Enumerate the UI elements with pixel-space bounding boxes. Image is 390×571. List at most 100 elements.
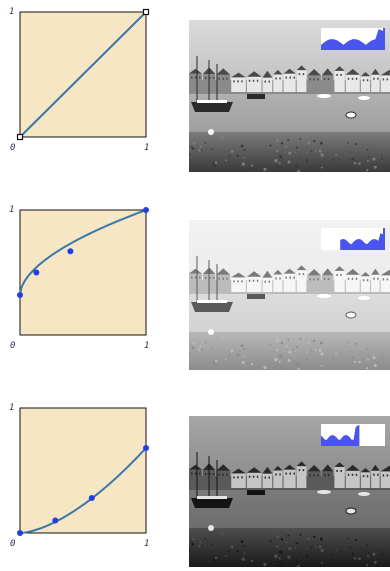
- window: [218, 473, 220, 476]
- moored-boat: [358, 492, 370, 496]
- pebble: [320, 341, 323, 345]
- roof: [371, 464, 380, 471]
- y-max-label: 1: [9, 7, 14, 17]
- pebble: [294, 350, 296, 353]
- pebble: [312, 536, 315, 538]
- pebble: [366, 367, 369, 370]
- pebble: [368, 552, 370, 554]
- pebble: [276, 560, 279, 563]
- pebble: [249, 365, 252, 369]
- pebble: [189, 548, 191, 552]
- pebble: [295, 542, 298, 545]
- pebble: [228, 550, 231, 553]
- control-point[interactable]: [17, 530, 23, 536]
- house: [334, 70, 345, 92]
- roof: [273, 269, 283, 275]
- window: [191, 76, 193, 79]
- pebble: [210, 347, 213, 350]
- pebble: [279, 354, 283, 358]
- roof: [231, 72, 246, 78]
- window: [199, 76, 201, 79]
- house: [345, 470, 360, 488]
- pebble: [320, 537, 323, 541]
- house: [380, 75, 390, 92]
- pebble: [278, 557, 281, 560]
- pebble: [230, 149, 234, 153]
- window: [289, 276, 291, 279]
- window: [355, 473, 358, 476]
- window: [241, 280, 243, 283]
- roof: [360, 71, 371, 77]
- house: [246, 276, 262, 292]
- roof: [345, 464, 360, 471]
- control-point-handle[interactable]: [16, 133, 24, 141]
- control-point[interactable]: [67, 248, 74, 255]
- x-min-label: 0: [10, 143, 15, 153]
- control-point[interactable]: [88, 495, 95, 501]
- pebble: [189, 153, 191, 156]
- pebble: [335, 352, 338, 355]
- control-point[interactable]: [143, 445, 149, 451]
- control-point[interactable]: [143, 207, 149, 213]
- pebble: [320, 153, 324, 157]
- roof: [296, 461, 307, 467]
- x-max-label: 1: [144, 341, 149, 351]
- pebble: [372, 157, 376, 161]
- roof: [345, 268, 360, 275]
- house: [189, 469, 202, 488]
- pebble: [278, 166, 281, 169]
- pebble: [220, 136, 225, 140]
- house: [345, 74, 360, 92]
- window: [248, 79, 251, 82]
- pebble: [297, 170, 300, 172]
- pebble: [320, 561, 323, 564]
- curve-plot[interactable]: 1 0 1: [0, 0, 185, 175]
- window: [382, 278, 385, 281]
- window: [264, 280, 267, 283]
- pebble: [278, 561, 281, 564]
- house: [231, 473, 246, 488]
- house: [371, 74, 380, 92]
- pebble: [294, 564, 296, 566]
- control-point[interactable]: [17, 292, 23, 298]
- roof: [273, 69, 283, 75]
- pebble: [198, 348, 201, 351]
- pebble: [269, 344, 272, 347]
- curve-panel-linear: 1 0 1: [0, 0, 390, 175]
- control-point[interactable]: [33, 269, 40, 276]
- control-point[interactable]: [52, 517, 59, 524]
- roof: [189, 68, 202, 74]
- pebble: [241, 360, 245, 365]
- window: [373, 77, 375, 80]
- moored-boat: [358, 96, 370, 100]
- boat: [247, 94, 265, 99]
- window: [382, 474, 385, 477]
- pebble: [349, 151, 352, 153]
- moored-boat: [317, 294, 331, 298]
- window: [208, 472, 211, 475]
- house: [296, 466, 307, 488]
- pebble: [368, 156, 370, 159]
- pebble: [332, 357, 335, 360]
- window: [293, 76, 295, 79]
- pebble: [318, 349, 322, 353]
- pebble: [274, 159, 278, 163]
- pebble: [381, 356, 384, 359]
- control-point-handle[interactable]: [142, 8, 150, 16]
- house: [321, 275, 334, 292]
- histogram: [321, 425, 360, 446]
- pebble: [225, 358, 227, 360]
- pebble: [279, 367, 283, 370]
- roof: [360, 271, 371, 277]
- curve-plot[interactable]: 1 0 1: [0, 198, 185, 373]
- pebble: [287, 534, 290, 537]
- pebble: [305, 554, 309, 558]
- pebble: [300, 156, 302, 159]
- pebble: [278, 364, 281, 367]
- curve-plot[interactable]: 1 0 1: [0, 396, 185, 571]
- window: [218, 277, 220, 280]
- window: [386, 278, 389, 281]
- roof: [283, 68, 296, 74]
- pebble: [297, 368, 300, 370]
- roof: [262, 466, 273, 474]
